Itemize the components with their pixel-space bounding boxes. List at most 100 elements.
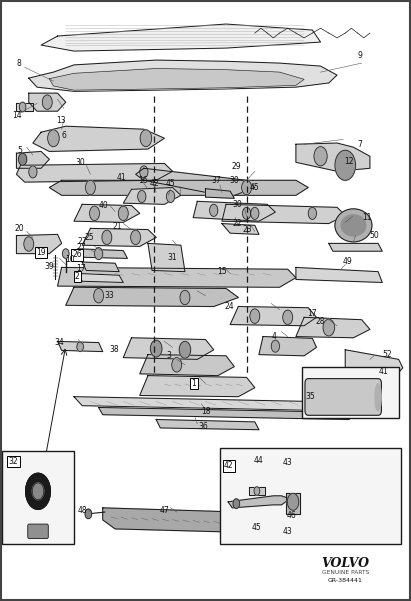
Circle shape bbox=[271, 340, 279, 352]
Text: 12: 12 bbox=[344, 157, 354, 165]
Text: 33: 33 bbox=[104, 291, 114, 300]
Circle shape bbox=[254, 487, 260, 495]
Text: 17: 17 bbox=[76, 264, 86, 272]
Circle shape bbox=[118, 206, 128, 221]
Text: 30: 30 bbox=[229, 176, 239, 185]
Bar bbox=[302, 367, 399, 418]
Text: 21: 21 bbox=[112, 222, 122, 231]
Polygon shape bbox=[296, 317, 370, 338]
Polygon shape bbox=[16, 234, 62, 254]
Circle shape bbox=[166, 191, 175, 203]
Polygon shape bbox=[345, 350, 403, 377]
Text: 39: 39 bbox=[44, 263, 54, 271]
Polygon shape bbox=[249, 487, 265, 495]
Text: 20: 20 bbox=[15, 224, 25, 233]
Polygon shape bbox=[222, 224, 259, 234]
Polygon shape bbox=[99, 407, 349, 419]
Polygon shape bbox=[259, 337, 316, 356]
Circle shape bbox=[18, 153, 27, 165]
Polygon shape bbox=[296, 267, 382, 282]
Circle shape bbox=[24, 237, 34, 251]
Polygon shape bbox=[286, 493, 300, 514]
Circle shape bbox=[314, 147, 327, 166]
Polygon shape bbox=[329, 243, 382, 251]
Text: 22: 22 bbox=[232, 219, 242, 228]
Polygon shape bbox=[103, 508, 247, 532]
Circle shape bbox=[29, 166, 37, 178]
Circle shape bbox=[62, 249, 69, 258]
Text: GR-384441: GR-384441 bbox=[328, 578, 363, 583]
Text: 1: 1 bbox=[192, 379, 196, 388]
Polygon shape bbox=[16, 151, 49, 168]
Circle shape bbox=[250, 309, 260, 323]
Polygon shape bbox=[29, 60, 337, 91]
Text: 19: 19 bbox=[36, 248, 46, 257]
Text: 42: 42 bbox=[149, 179, 159, 188]
Polygon shape bbox=[78, 273, 123, 282]
Polygon shape bbox=[58, 267, 296, 287]
Text: 47: 47 bbox=[159, 507, 169, 515]
Circle shape bbox=[172, 358, 182, 372]
Polygon shape bbox=[296, 143, 370, 171]
Circle shape bbox=[287, 493, 299, 510]
Circle shape bbox=[102, 230, 112, 245]
Text: 18: 18 bbox=[201, 407, 211, 415]
Polygon shape bbox=[156, 419, 259, 430]
Polygon shape bbox=[74, 204, 140, 222]
Polygon shape bbox=[16, 163, 173, 182]
Text: 30: 30 bbox=[75, 158, 85, 166]
Polygon shape bbox=[140, 355, 234, 376]
Circle shape bbox=[25, 474, 51, 510]
Text: 45: 45 bbox=[166, 179, 175, 188]
Polygon shape bbox=[206, 189, 234, 198]
Text: 26: 26 bbox=[72, 251, 82, 259]
Text: 38: 38 bbox=[109, 346, 119, 354]
Polygon shape bbox=[230, 307, 316, 326]
Text: 23: 23 bbox=[242, 225, 252, 234]
Text: 50: 50 bbox=[369, 231, 379, 240]
Polygon shape bbox=[74, 397, 378, 412]
Circle shape bbox=[48, 130, 59, 147]
Circle shape bbox=[210, 204, 218, 216]
Polygon shape bbox=[222, 204, 345, 224]
Text: 14: 14 bbox=[12, 111, 22, 120]
Circle shape bbox=[335, 150, 356, 180]
Circle shape bbox=[242, 207, 251, 219]
Text: 48: 48 bbox=[77, 507, 87, 515]
Polygon shape bbox=[82, 262, 119, 272]
Ellipse shape bbox=[341, 215, 366, 236]
Text: 30: 30 bbox=[233, 200, 242, 209]
Text: 16: 16 bbox=[138, 176, 148, 185]
Circle shape bbox=[19, 102, 26, 112]
Circle shape bbox=[283, 310, 293, 325]
Text: 41: 41 bbox=[116, 173, 126, 182]
Text: 49: 49 bbox=[342, 257, 352, 266]
Polygon shape bbox=[193, 201, 275, 221]
Polygon shape bbox=[123, 338, 214, 359]
Circle shape bbox=[140, 130, 152, 147]
Text: 13: 13 bbox=[56, 116, 66, 124]
Polygon shape bbox=[148, 243, 185, 272]
Text: 45: 45 bbox=[252, 523, 262, 531]
Circle shape bbox=[180, 290, 190, 305]
Polygon shape bbox=[136, 168, 255, 197]
Circle shape bbox=[32, 483, 44, 500]
Text: 37: 37 bbox=[212, 176, 222, 185]
Ellipse shape bbox=[335, 209, 372, 242]
Circle shape bbox=[42, 95, 52, 109]
Ellipse shape bbox=[375, 383, 381, 411]
Text: 5: 5 bbox=[17, 146, 22, 154]
Circle shape bbox=[323, 319, 335, 336]
Polygon shape bbox=[228, 496, 290, 508]
Polygon shape bbox=[49, 69, 304, 90]
Circle shape bbox=[242, 180, 252, 195]
Text: 27: 27 bbox=[76, 243, 86, 252]
Text: 28: 28 bbox=[315, 317, 325, 326]
Polygon shape bbox=[66, 287, 238, 307]
Bar bbox=[220, 448, 401, 544]
Bar bbox=[2, 451, 74, 544]
Text: 36: 36 bbox=[199, 423, 208, 431]
Circle shape bbox=[233, 499, 240, 508]
Text: 4: 4 bbox=[272, 332, 277, 341]
Polygon shape bbox=[16, 103, 33, 111]
